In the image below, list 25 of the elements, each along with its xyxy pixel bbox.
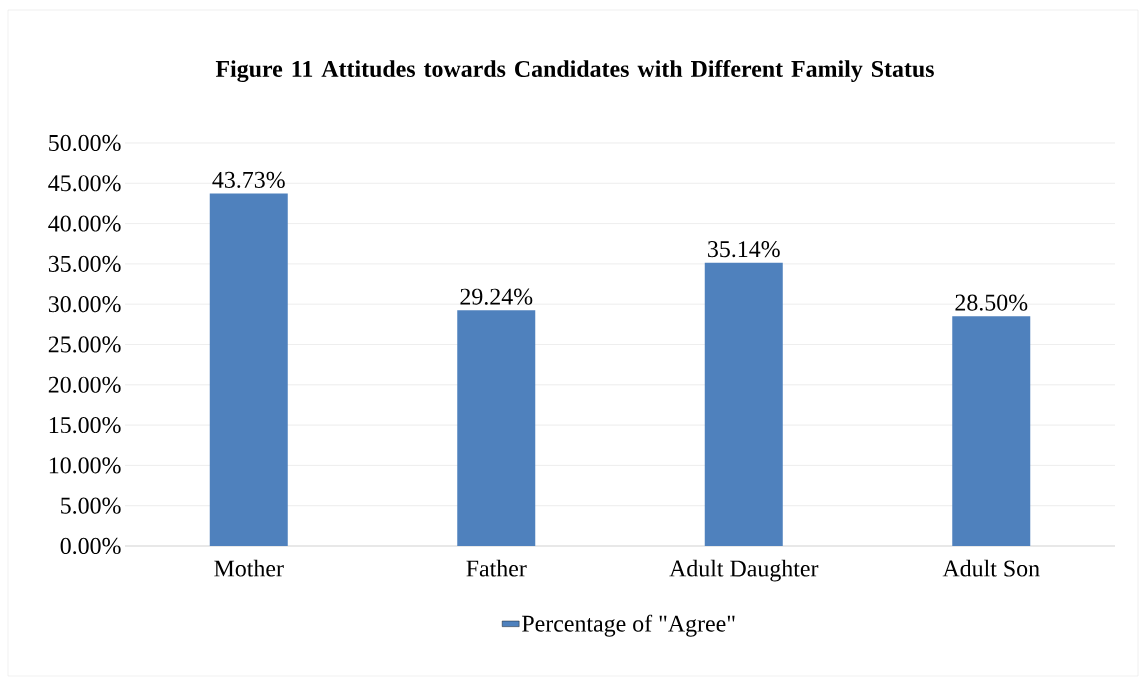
x-tick-label: Father xyxy=(466,559,527,577)
y-tick-label: 45.00% xyxy=(48,175,121,192)
data-label: 29.24% xyxy=(460,288,533,305)
y-tick-label: 20.00% xyxy=(48,376,121,393)
x-tick-label: Mother xyxy=(214,559,284,577)
y-tick-label: 30.00% xyxy=(48,296,121,313)
y-tick-label: 5.00% xyxy=(61,497,121,514)
x-tick-label: Adult Son xyxy=(942,559,1040,577)
legend-label: Percentage of "Agree" xyxy=(522,614,735,637)
chart-title: Figure 11 Attitudes towards Candidates with Different Family Status xyxy=(215,59,934,83)
y-tick-label: 40.00% xyxy=(48,215,121,232)
y-tick-label: 35.00% xyxy=(48,255,121,273)
data-label: 35.14% xyxy=(708,241,780,258)
y-tick-label: 25.00% xyxy=(48,336,121,353)
y-tick-label: 10.00% xyxy=(49,457,121,474)
x-tick-label: Adult Daughter xyxy=(669,559,819,582)
bar xyxy=(209,193,288,546)
bar xyxy=(952,316,1031,546)
y-tick-label: 15.00% xyxy=(49,416,121,434)
data-label: 28.50% xyxy=(955,294,1028,311)
bar xyxy=(457,310,536,546)
data-label: 43.73% xyxy=(212,171,285,189)
y-tick-label: 50.00% xyxy=(49,134,121,152)
bar xyxy=(704,262,783,546)
y-tick-label: 0.00% xyxy=(60,537,121,555)
